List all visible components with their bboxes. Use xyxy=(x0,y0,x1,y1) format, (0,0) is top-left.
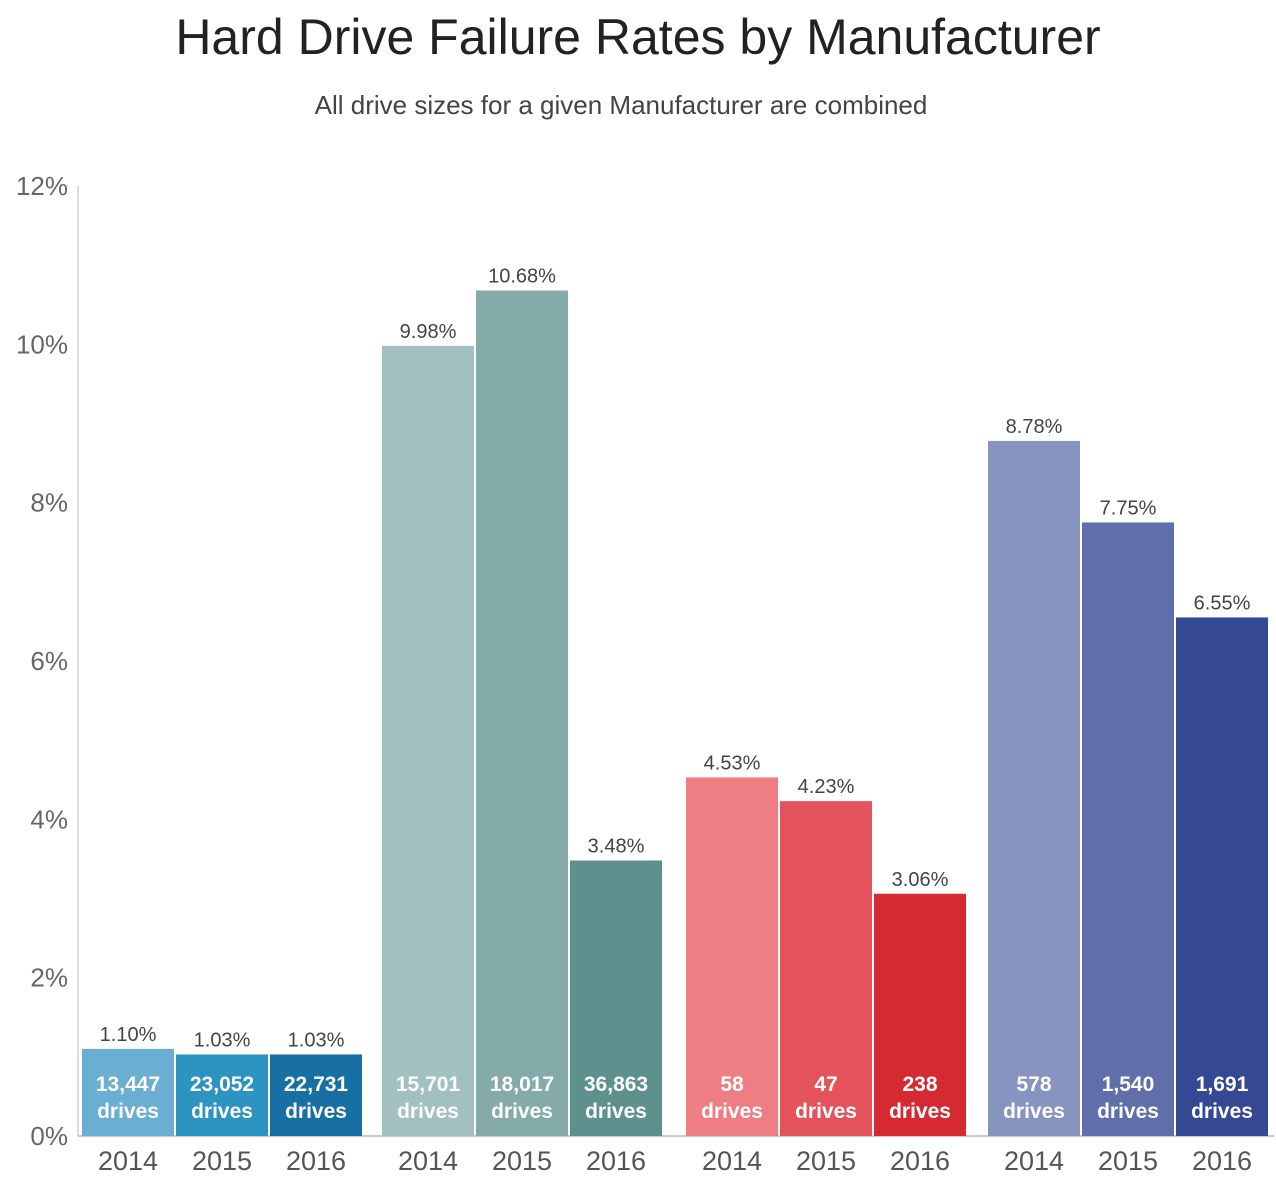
drive-count-label: 22,731 xyxy=(284,1073,349,1096)
drive-count-label: 23,052 xyxy=(190,1073,254,1096)
x-tick-label: 2016 xyxy=(890,1146,950,1176)
bar xyxy=(82,1048,174,1136)
x-tick-label: 2015 xyxy=(1098,1146,1158,1176)
x-tick-label: 2014 xyxy=(1004,1146,1064,1176)
drive-count-label: 47 xyxy=(814,1073,837,1096)
chart-title: Hard Drive Failure Rates by Manufacturer xyxy=(175,9,1101,65)
bar xyxy=(476,290,568,1136)
drive-count-label: 1,540 xyxy=(1102,1073,1155,1096)
x-tick-label: 2015 xyxy=(192,1146,252,1176)
y-tick-label: 12% xyxy=(16,171,68,201)
drive-unit-label: drives xyxy=(1003,1100,1065,1123)
value-label: 1.03% xyxy=(194,1029,251,1051)
x-tick-label: 2016 xyxy=(286,1146,346,1176)
drive-unit-label: drives xyxy=(1097,1100,1159,1123)
drive-count-label: 13,447 xyxy=(96,1073,160,1096)
chart-subtitle: All drive sizes for a given Manufacturer… xyxy=(314,90,928,120)
bar xyxy=(874,893,966,1136)
value-label: 10.68% xyxy=(488,266,556,288)
drive-unit-label: drives xyxy=(795,1100,857,1123)
bar xyxy=(382,345,474,1137)
value-label: 3.06% xyxy=(892,869,949,891)
drive-unit-label: drives xyxy=(1191,1100,1253,1123)
drive-unit-label: drives xyxy=(491,1100,553,1123)
bar xyxy=(1082,522,1174,1136)
drive-count-label: 1,691 xyxy=(1196,1073,1249,1096)
bar xyxy=(1176,617,1268,1136)
drive-unit-label: drives xyxy=(585,1100,647,1123)
bar xyxy=(176,1054,268,1136)
x-tick-label: 2015 xyxy=(796,1146,856,1176)
bar xyxy=(570,860,662,1136)
drive-count-label: 18,017 xyxy=(490,1073,554,1096)
drive-count-label: 238 xyxy=(902,1073,937,1096)
drive-unit-label: drives xyxy=(397,1100,459,1123)
bar xyxy=(988,440,1080,1137)
drive-count-label: 36,863 xyxy=(584,1073,648,1096)
y-tick-label: 0% xyxy=(30,1121,68,1151)
y-tick-label: 2% xyxy=(30,963,68,993)
drive-unit-label: drives xyxy=(285,1100,347,1123)
value-label: 1.03% xyxy=(288,1029,345,1051)
x-tick-label: 2016 xyxy=(586,1146,646,1176)
drive-count-label: 58 xyxy=(720,1073,744,1096)
value-label: 8.78% xyxy=(1006,416,1063,438)
value-label: 7.75% xyxy=(1100,497,1157,519)
value-label: 9.98% xyxy=(400,321,457,343)
x-tick-label: 2016 xyxy=(1192,1146,1252,1176)
y-tick-label: 8% xyxy=(30,488,68,518)
drive-count-label: 15,701 xyxy=(396,1073,461,1096)
drive-unit-label: drives xyxy=(97,1100,159,1123)
y-tick-label: 4% xyxy=(30,804,68,834)
drive-count-label: 578 xyxy=(1016,1073,1051,1096)
y-tick-label: 10% xyxy=(16,329,68,359)
x-tick-label: 2015 xyxy=(492,1146,552,1176)
bar xyxy=(780,801,872,1136)
x-tick-label: 2014 xyxy=(98,1146,158,1176)
bar xyxy=(686,777,778,1136)
x-tick-label: 2014 xyxy=(702,1146,762,1176)
drive-unit-label: drives xyxy=(701,1100,763,1123)
drive-unit-label: drives xyxy=(889,1100,951,1123)
value-label: 4.53% xyxy=(704,752,761,774)
x-tick-label: 2014 xyxy=(398,1146,458,1176)
value-label: 4.23% xyxy=(798,776,855,798)
value-label: 6.55% xyxy=(1194,592,1251,614)
value-label: 1.10% xyxy=(100,1024,157,1046)
bar xyxy=(270,1054,362,1136)
drive-unit-label: drives xyxy=(191,1100,253,1123)
value-label: 3.48% xyxy=(588,836,645,858)
y-tick-label: 6% xyxy=(30,646,68,676)
